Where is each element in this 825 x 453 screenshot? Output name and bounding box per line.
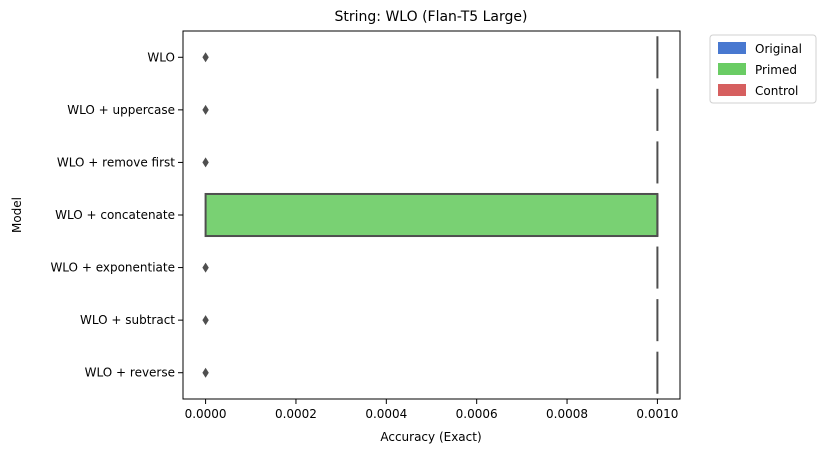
legend-label: Control xyxy=(755,84,798,98)
x-tick-label: 0.0010 xyxy=(636,407,678,421)
legend-label: Primed xyxy=(755,63,797,77)
outlier-marker xyxy=(202,104,209,115)
y-tick-label: WLO + remove first xyxy=(57,155,175,169)
x-tick-label: 0.0000 xyxy=(185,407,227,421)
plot-area xyxy=(202,36,659,394)
y-tick-label: WLO + subtract xyxy=(80,313,175,327)
chart-title: String: WLO (Flan-T5 Large) xyxy=(335,9,528,25)
legend: Original Primed Control xyxy=(709,34,817,104)
y-tick-label: WLO + exponentiate xyxy=(50,261,175,275)
x-axis: 0.0000 0.0002 0.0004 0.0006 0.0008 0.0010 xyxy=(185,399,678,421)
x-tick-label: 0.0004 xyxy=(365,407,407,421)
legend-label: Original xyxy=(755,42,802,56)
y-tick-label: WLO + reverse xyxy=(85,366,175,380)
y-axis-label: Model xyxy=(10,197,24,233)
y-tick-label: WLO xyxy=(147,50,175,64)
outlier-marker xyxy=(202,52,209,63)
y-tick-label: WLO + concatenate xyxy=(55,208,175,222)
outlier-marker xyxy=(202,262,209,273)
x-tick-label: 0.0002 xyxy=(275,407,317,421)
y-tick-label: WLO + uppercase xyxy=(67,103,175,117)
outlier-marker xyxy=(202,157,209,168)
legend-swatch xyxy=(718,84,746,96)
legend-swatch xyxy=(718,42,746,54)
x-tick-label: 0.0008 xyxy=(546,407,588,421)
x-tick-label: 0.0006 xyxy=(456,407,498,421)
outlier-marker xyxy=(202,367,209,378)
box xyxy=(204,192,659,238)
outlier-marker xyxy=(202,315,209,326)
y-axis: WLO WLO + uppercase WLO + remove first WLO … xyxy=(50,50,183,380)
legend-swatch xyxy=(718,63,746,75)
x-axis-label: Accuracy (Exact) xyxy=(380,430,481,444)
